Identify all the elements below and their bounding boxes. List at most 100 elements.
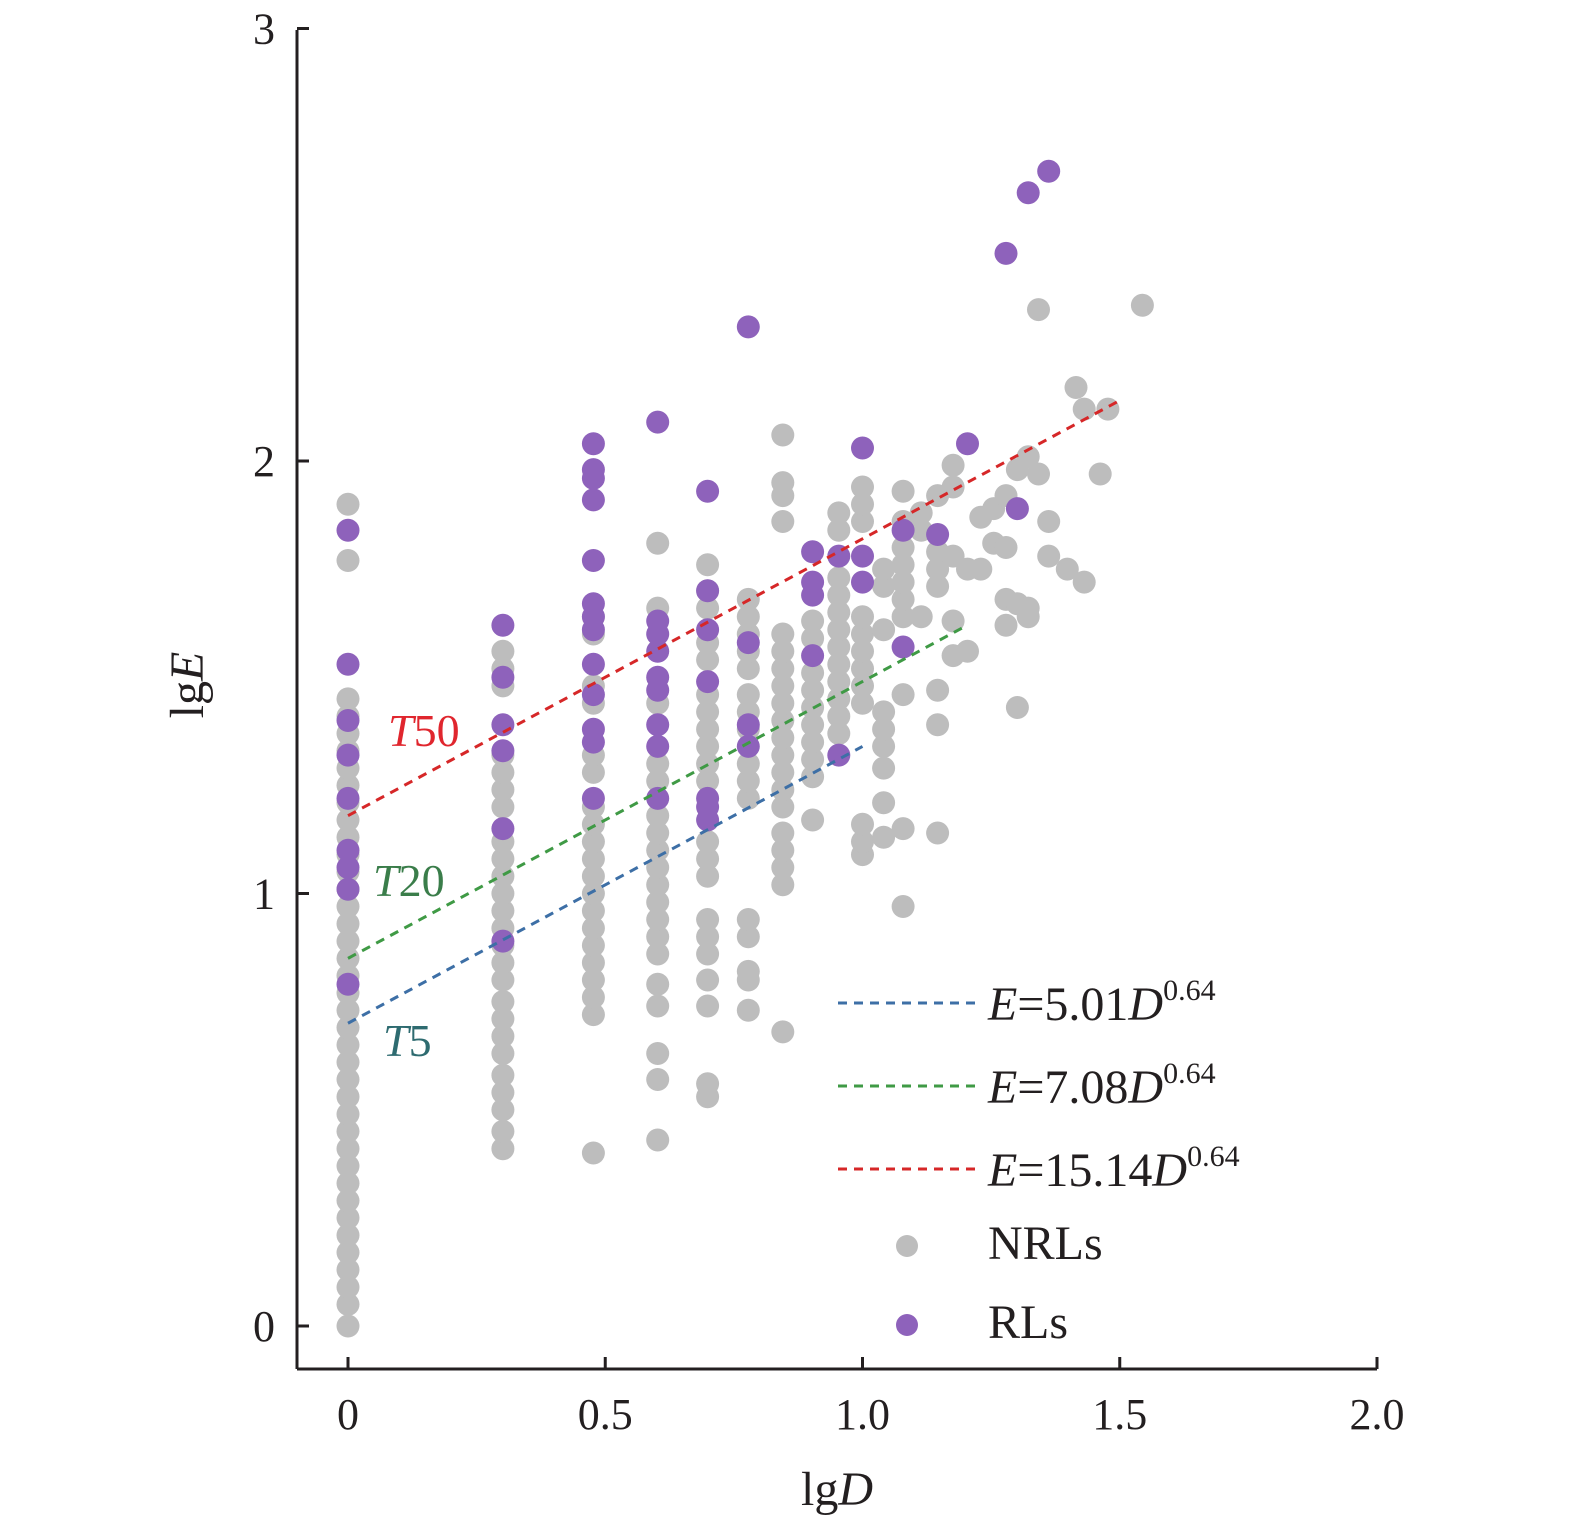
rl-point-2: [336, 856, 360, 879]
nrl-point-172: [827, 687, 851, 711]
y-tick-label-0: 0: [253, 1302, 275, 1351]
nrl-point-58: [491, 778, 515, 802]
nrl-point-230: [969, 557, 993, 581]
nrl-point-188: [851, 639, 874, 663]
nrl-point-73: [581, 864, 605, 888]
points-layer: [336, 159, 1154, 1338]
rl-point-28: [646, 786, 670, 810]
nrl-point-112: [696, 830, 720, 854]
nrl-point-116: [696, 717, 720, 741]
x-axis-title-var: D: [837, 1463, 873, 1516]
nrl-point-16: [336, 1033, 360, 1057]
legend-label-nrls: NRLs: [988, 1217, 1103, 1270]
nrl-point-213: [909, 605, 933, 629]
rl-point-53: [827, 544, 851, 568]
nrl-point-203: [891, 895, 915, 918]
nrl-point-238: [1005, 696, 1029, 719]
rl-point-7: [336, 652, 360, 676]
rl-point-39: [696, 786, 720, 810]
nrl-point-85: [646, 1068, 670, 1091]
nrl-point-84: [646, 1128, 670, 1152]
rl-point-29: [646, 734, 670, 758]
nrl-point-78: [581, 760, 605, 784]
rl-point-8: [336, 518, 360, 542]
nrl-point-195: [872, 791, 896, 815]
rl-point-12: [491, 713, 515, 737]
nrl-point-189: [851, 622, 874, 646]
nrl-point-99: [646, 752, 670, 776]
nrl-point-65: [581, 1003, 605, 1027]
nrl-point-90: [646, 925, 670, 949]
nrl-point-205: [891, 683, 915, 707]
nrl-point-96: [646, 821, 670, 845]
nrl-point-187: [851, 657, 874, 681]
x-axis-title: lgD: [801, 1463, 873, 1516]
nrl-point-204: [891, 817, 915, 841]
nrl-point-92: [646, 890, 670, 914]
nrl-point-153: [771, 657, 795, 681]
nrl-point-57: [491, 795, 515, 819]
nrl-point-207: [891, 587, 915, 611]
rl-point-6: [336, 709, 360, 732]
legend-t20-coef: =7.08: [1017, 1061, 1128, 1114]
rl-point-15: [581, 786, 605, 810]
x-tick-label-0: 0: [337, 1390, 359, 1439]
nrl-point-124: [736, 998, 760, 1022]
nrl-point-151: [771, 691, 795, 715]
nrl-point-246: [1037, 544, 1061, 568]
nrl-point-37: [336, 549, 360, 572]
nrl-point-98: [646, 769, 670, 793]
rl-point-5: [336, 743, 360, 767]
x-tick-label-3: 1.5: [1092, 1390, 1147, 1439]
nrl-point-88: [646, 972, 670, 996]
nrl-point-156: [771, 510, 795, 533]
curve-label-t20: T20: [373, 855, 445, 906]
rl-point-50: [801, 570, 825, 594]
nrl-point-119: [696, 648, 720, 672]
nrl-point-147: [771, 760, 795, 784]
nrl-point-24: [336, 895, 360, 918]
nrl-point-48: [491, 968, 515, 992]
nrl-point-64: [581, 1141, 605, 1165]
legend-t5-e: E: [987, 978, 1017, 1031]
nrl-point-3: [336, 1258, 360, 1282]
axes: [295, 30, 1377, 1371]
nrl-point-74: [581, 847, 605, 871]
nrl-point-43: [491, 1063, 515, 1087]
nrl-point-45: [491, 1024, 515, 1048]
nrl-point-144: [771, 821, 795, 845]
nrl-point-72: [581, 882, 605, 905]
nrl-point-71: [581, 899, 605, 923]
rl-point-55: [851, 544, 874, 568]
y-tick-label-2: 2: [253, 437, 275, 486]
nrl-point-41: [491, 1098, 515, 1122]
nrl-point-127: [736, 925, 760, 949]
nrl-point-2: [336, 1275, 360, 1299]
y-axis-title-prefix: lg: [161, 681, 214, 718]
nrl-point-135: [736, 657, 760, 681]
rl-point-47: [736, 315, 760, 339]
nrl-point-4: [336, 1241, 360, 1264]
nrl-point-145: [771, 795, 795, 819]
nrl-point-46: [491, 1007, 515, 1031]
rl-point-23: [581, 549, 605, 572]
rl-point-63: [1016, 181, 1040, 205]
nrl-point-183: [851, 830, 874, 854]
x-tick-label-4: 2.0: [1350, 1390, 1405, 1439]
nrl-point-194: [872, 825, 896, 849]
nrl-point-105: [696, 994, 720, 1018]
nrl-point-185: [851, 691, 874, 715]
nrl-point-181: [827, 501, 851, 525]
nrl-point-121: [696, 596, 720, 620]
legend-marker-rls: [896, 1314, 918, 1336]
nrl-point-49: [491, 951, 515, 975]
rl-point-19: [581, 652, 605, 676]
nrl-point-1: [336, 1292, 360, 1316]
nrl-point-123: [696, 553, 720, 577]
nrl-point-36: [336, 687, 360, 711]
legend: E=5.01D0.64 E=7.08D0.64 E=15.14D0.64 NRL…: [838, 974, 1240, 1349]
legend-t20-d: D: [1127, 1061, 1163, 1114]
curve-labels: T50 T20 T5: [373, 705, 460, 1066]
rl-point-58: [891, 518, 915, 542]
nrl-point-40: [491, 1119, 515, 1143]
